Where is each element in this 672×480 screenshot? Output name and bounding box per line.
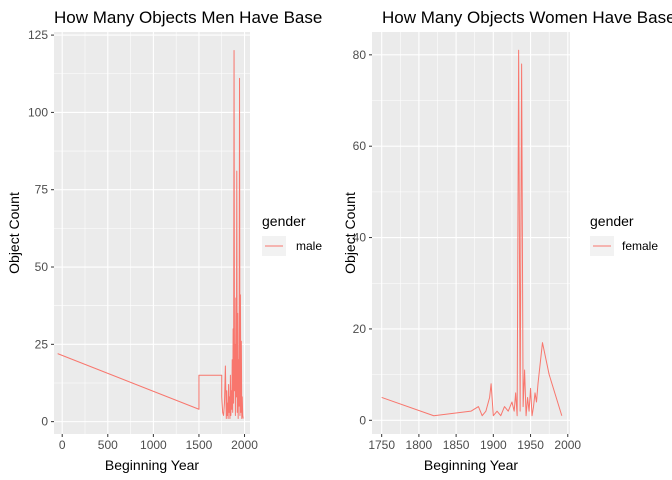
y-axis-title: Object Count bbox=[342, 192, 358, 274]
x-tick-label: 1800 bbox=[406, 438, 433, 452]
y-tick-label: 80 bbox=[353, 48, 367, 62]
chart-title: How Many Objects Men Have Base bbox=[54, 8, 322, 27]
y-tick-label: 40 bbox=[353, 231, 367, 245]
men-chart: 0 500 1000 1500 2000 0 25 50 75 100 125 How Many Ob… bbox=[6, 8, 322, 473]
legend-label: male bbox=[296, 239, 322, 253]
series-line-male bbox=[57, 50, 244, 420]
x-tick-label: 1750 bbox=[368, 438, 395, 452]
legend-label: female bbox=[622, 239, 658, 253]
x-tick-label: 0 bbox=[59, 438, 66, 452]
x-tick-label: 1950 bbox=[517, 438, 544, 452]
y-tick-label: 20 bbox=[353, 322, 367, 336]
women-chart: 1750 1800 1850 1900 1950 2000 0 20 40 60 80 How Man… bbox=[342, 8, 672, 473]
y-tick-label: 50 bbox=[35, 260, 49, 274]
legend-title: gender bbox=[262, 213, 306, 229]
y-tick-label: 125 bbox=[28, 28, 48, 42]
y-tick-label: 100 bbox=[28, 105, 48, 119]
x-tick-label: 2000 bbox=[231, 438, 258, 452]
x-axis-title: Beginning Year bbox=[105, 457, 200, 473]
x-tick-label: 500 bbox=[98, 438, 118, 452]
y-tick-label: 60 bbox=[353, 139, 367, 153]
y-tick-label: 0 bbox=[359, 413, 366, 427]
x-tick-label: 1500 bbox=[186, 438, 213, 452]
panel-background bbox=[372, 32, 570, 434]
x-tick-label: 1850 bbox=[443, 438, 470, 452]
y-axis-title: Object Count bbox=[6, 192, 22, 274]
y-tick-label: 75 bbox=[35, 183, 49, 197]
y-tick-label: 0 bbox=[41, 415, 48, 429]
panel-background bbox=[54, 32, 250, 434]
x-tick-label: 1000 bbox=[140, 438, 167, 452]
series-line-female bbox=[381, 49, 563, 417]
chart-title: How Many Objects Women Have Base bbox=[382, 8, 672, 27]
x-tick-label: 2000 bbox=[554, 438, 581, 452]
y-tick-label: 25 bbox=[35, 337, 49, 351]
x-axis-title: Beginning Year bbox=[424, 457, 519, 473]
legend-title: gender bbox=[590, 213, 634, 229]
x-tick-label: 1900 bbox=[480, 438, 507, 452]
